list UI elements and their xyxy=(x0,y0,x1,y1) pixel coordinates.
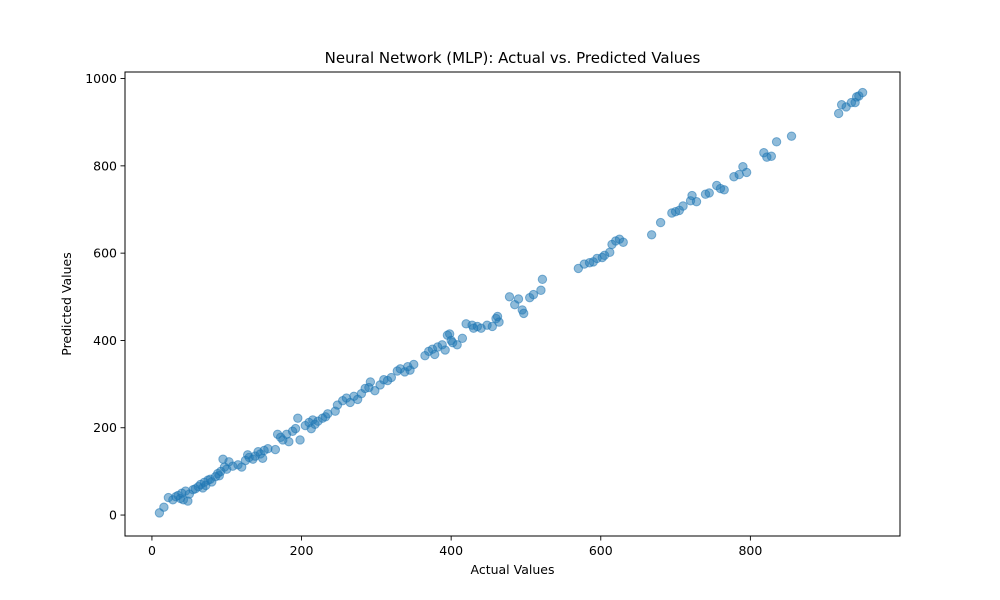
data-point xyxy=(293,413,303,423)
data-point xyxy=(284,437,294,447)
data-point xyxy=(494,317,504,327)
data-point xyxy=(605,247,615,257)
y-tick-label: 600 xyxy=(93,246,117,261)
data-point xyxy=(487,321,497,332)
data-point xyxy=(536,285,546,295)
data-point xyxy=(513,294,524,304)
data-point xyxy=(386,372,397,383)
data-point xyxy=(457,333,468,343)
y-tick-label: 0 xyxy=(109,508,117,523)
data-point xyxy=(537,274,548,285)
x-axis: 0 200 400 600 800 xyxy=(148,536,762,558)
data-point xyxy=(678,201,688,211)
data-point xyxy=(290,423,301,434)
data-point xyxy=(528,289,539,300)
y-tick-label: 200 xyxy=(93,420,117,435)
y-axis-label: Predicted Values xyxy=(59,252,74,356)
data-point xyxy=(504,292,515,302)
data-point xyxy=(452,340,462,350)
x-tick-label: 600 xyxy=(589,543,613,558)
x-tick-label: 800 xyxy=(738,543,762,558)
data-point xyxy=(857,87,868,98)
data-point xyxy=(270,444,281,455)
y-tick-label: 800 xyxy=(93,158,117,173)
data-point xyxy=(370,385,380,396)
data-point xyxy=(159,502,169,512)
chart-title: Neural Network (MLP): Actual vs. Predict… xyxy=(325,49,701,67)
data-point xyxy=(771,137,782,147)
x-tick-label: 200 xyxy=(290,543,314,558)
y-axis: 0 200 400 600 800 1000 xyxy=(85,71,125,523)
data-point xyxy=(691,196,702,207)
data-point xyxy=(786,131,797,141)
data-point xyxy=(719,185,729,195)
data-point xyxy=(519,308,529,319)
data-point xyxy=(257,453,268,463)
data-point xyxy=(295,435,305,445)
data-point xyxy=(655,217,666,228)
x-tick-label: 0 xyxy=(148,543,156,558)
data-point xyxy=(440,345,450,355)
data-point xyxy=(704,188,714,198)
data-point xyxy=(365,377,376,387)
data-point xyxy=(618,237,628,247)
x-tick-label: 400 xyxy=(439,543,463,558)
y-tick-label: 400 xyxy=(93,333,117,348)
data-point xyxy=(741,167,752,178)
x-axis-label: Actual Values xyxy=(471,562,555,577)
points-layer xyxy=(154,87,868,518)
data-point xyxy=(833,108,844,119)
y-tick-label: 1000 xyxy=(85,71,117,86)
plot-frame xyxy=(124,71,901,537)
data-point xyxy=(646,230,657,240)
data-point xyxy=(409,359,419,370)
data-point xyxy=(766,151,777,161)
